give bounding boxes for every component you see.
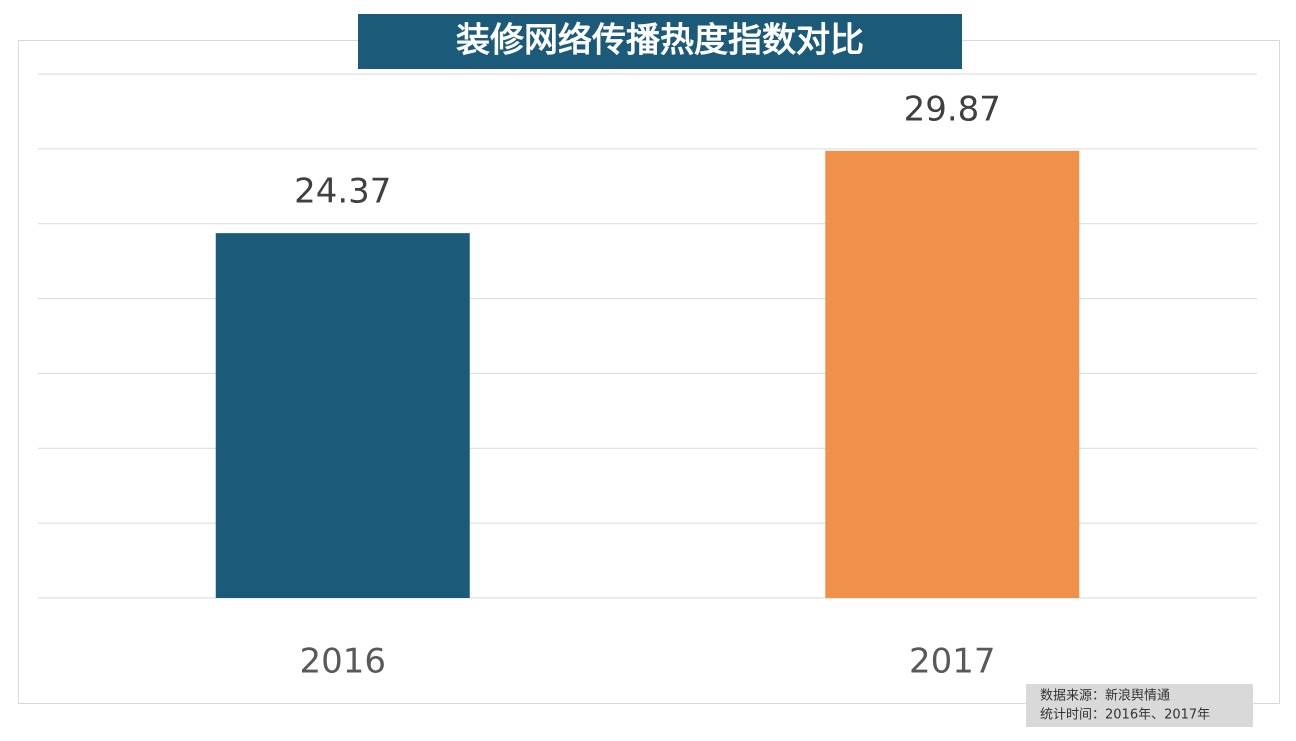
source-note: 数据来源：新浪舆情通 bbox=[1040, 688, 1170, 704]
chart-title: 装修网络传播热度指数对比 bbox=[456, 21, 864, 61]
chart-frame bbox=[18, 40, 1280, 704]
bar bbox=[825, 150, 1080, 599]
x-tick-label: 2016 bbox=[299, 642, 386, 682]
value-label: 29.87 bbox=[904, 89, 1001, 129]
x-tick-label: 2017 bbox=[909, 642, 996, 682]
bar bbox=[215, 233, 470, 598]
source-box bbox=[1026, 684, 1253, 727]
title-box bbox=[358, 14, 962, 69]
source-note: 统计时间：2016年、2017年 bbox=[1040, 708, 1210, 723]
value-label: 24.37 bbox=[294, 172, 391, 212]
